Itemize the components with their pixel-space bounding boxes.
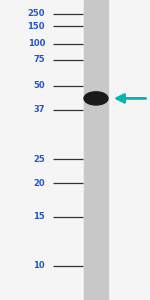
Text: 150: 150 bbox=[27, 22, 45, 31]
Text: 25: 25 bbox=[33, 154, 45, 164]
Text: 15: 15 bbox=[33, 212, 45, 221]
Ellipse shape bbox=[84, 92, 108, 105]
Text: 50: 50 bbox=[33, 81, 45, 90]
Bar bbox=[84, 0, 108, 300]
Text: 20: 20 bbox=[33, 178, 45, 188]
Text: 37: 37 bbox=[33, 105, 45, 114]
Text: 100: 100 bbox=[28, 39, 45, 48]
Text: 250: 250 bbox=[27, 9, 45, 18]
Text: 75: 75 bbox=[33, 56, 45, 64]
Text: 10: 10 bbox=[33, 261, 45, 270]
